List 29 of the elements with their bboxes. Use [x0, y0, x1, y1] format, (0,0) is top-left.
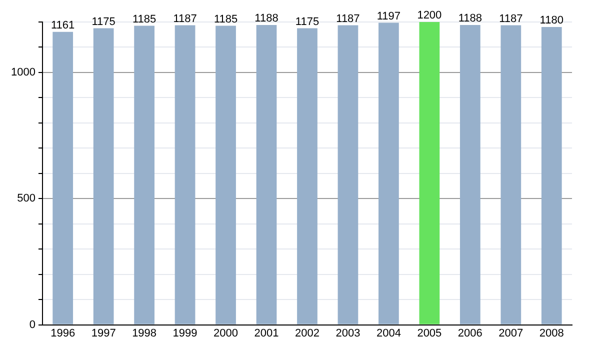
x-tick-label: 2001	[254, 327, 279, 340]
x-tick-label: 1998	[132, 327, 157, 340]
data-label: 1175	[92, 16, 116, 28]
x-tick-label: 2002	[294, 327, 320, 340]
data-label: 1180	[540, 14, 564, 27]
data-label: 1188	[254, 12, 278, 25]
x-tick-label: 1997	[91, 327, 116, 340]
x-tick-label: 2004	[376, 327, 401, 340]
x-tick-label: 2007	[498, 327, 524, 340]
data-label: 1161	[51, 19, 75, 32]
x-tick-label: 2008	[539, 327, 564, 340]
x-tick-label: 1999	[172, 327, 198, 340]
y-tick-label: 0	[29, 318, 36, 331]
data-label: 1185	[132, 13, 156, 26]
data-label: 1187	[173, 12, 197, 25]
x-tick-label: 2005	[417, 327, 442, 340]
data-label: 1188	[458, 12, 482, 25]
data-label: 1187	[499, 12, 523, 25]
y-tick-label: 1000	[10, 66, 36, 78]
x-tick-label: 2003	[336, 327, 360, 340]
y-tick-label: 500	[17, 192, 36, 205]
data-label: 1175	[295, 16, 320, 28]
x-tick-label: 2000	[214, 327, 238, 340]
data-label: 1200	[417, 10, 442, 22]
data-label: 1185	[214, 13, 238, 26]
x-tick-label: 1996	[50, 327, 76, 340]
data-label: 1197	[376, 10, 401, 22]
x-tick-label: 2006	[458, 327, 482, 340]
data-label: 1187	[336, 12, 360, 25]
